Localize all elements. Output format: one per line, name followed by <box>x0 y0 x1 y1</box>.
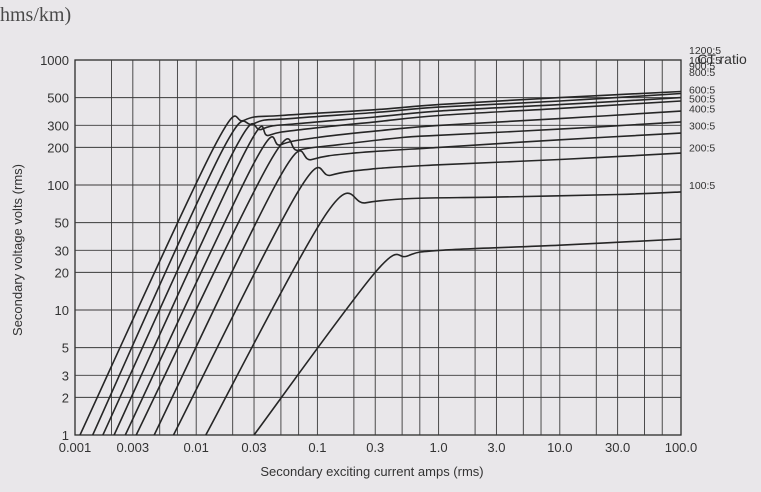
series-line-900-5 <box>102 96 682 436</box>
grid <box>74 59 682 436</box>
y-tick-label: 30 <box>55 243 69 258</box>
x-tick-label: 3.0 <box>487 440 505 455</box>
legend-title: CT ratio <box>697 51 747 67</box>
x-tick-label: 0.03 <box>241 440 266 455</box>
series-line-300-5 <box>172 152 682 436</box>
y-tick-label: 50 <box>55 216 69 231</box>
y-axis-label: Secondary voltage volts (rms) <box>10 164 25 336</box>
axis-labels: CT ratio Secondary exciting current amps… <box>10 45 747 479</box>
page-fragment-text: hms/km) <box>0 4 72 26</box>
series-curves <box>79 90 682 436</box>
plot-frame <box>74 59 682 436</box>
legend-entry: 500:5 <box>689 94 715 106</box>
series-line-800-5 <box>113 100 682 436</box>
x-tick-label: 0.001 <box>59 440 92 455</box>
x-tick-label: 10.0 <box>547 440 572 455</box>
y-tick-label: 3 <box>62 368 69 383</box>
y-tick-label: 1 <box>62 428 69 443</box>
y-tick-label: 300 <box>47 118 69 133</box>
series-line-200-5 <box>205 191 682 436</box>
y-tick-label: 1000 <box>40 53 69 68</box>
y-tick-label: 10 <box>55 303 69 318</box>
y-tick-label: 5 <box>62 341 69 356</box>
x-tick-label: 0.1 <box>308 440 326 455</box>
x-tick-label: 30.0 <box>605 440 630 455</box>
legend-entry: 400:5 <box>689 103 715 115</box>
y-tick-label: 2 <box>62 390 69 405</box>
series-line-500-5 <box>135 121 682 436</box>
y-tick-label: 20 <box>55 265 69 280</box>
x-tick-label: 0.01 <box>184 440 209 455</box>
legend-entry: 900:5 <box>689 61 715 73</box>
legend-entry: 200:5 <box>689 142 715 154</box>
y-tick-label: 500 <box>47 91 69 106</box>
y-tick-label: 200 <box>47 140 69 155</box>
x-axis-label: Secondary exciting current amps (rms) <box>260 464 483 479</box>
legend-entry: 1200:5 <box>689 45 721 57</box>
legend-entry: 100:5 <box>689 180 715 192</box>
series-line-100-5 <box>253 238 682 436</box>
legend-entry: 600:5 <box>689 85 715 97</box>
legend-entry: 1000:5 <box>689 55 721 67</box>
series-line-1200-5 <box>79 90 682 436</box>
legend-entry: 800:5 <box>689 67 715 79</box>
x-tick-label: 0.3 <box>366 440 384 455</box>
series-line-400-5 <box>153 132 682 436</box>
series-line-1000-5 <box>91 92 682 436</box>
series-line-600-5 <box>124 110 682 436</box>
x-tick-label: 0.003 <box>117 440 150 455</box>
x-tick-label: 1.0 <box>430 440 448 455</box>
y-tick-label: 100 <box>47 178 69 193</box>
legend-entry: 300:5 <box>689 120 715 132</box>
x-tick-label: 100.0 <box>665 440 698 455</box>
